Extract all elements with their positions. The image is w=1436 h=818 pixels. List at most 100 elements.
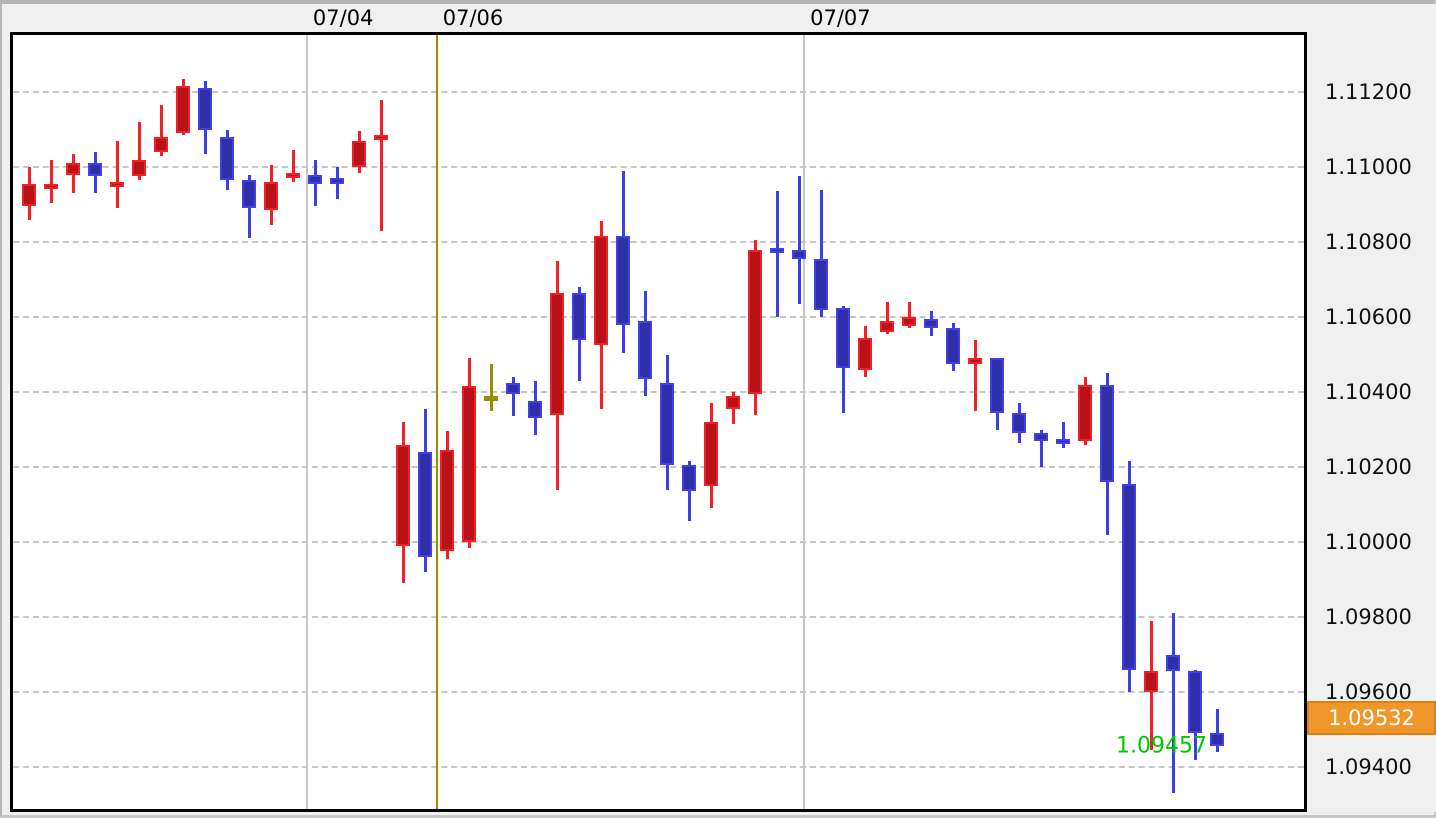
candle-body — [462, 386, 476, 542]
candle-body — [88, 163, 102, 177]
candle-body — [572, 292, 586, 340]
candle-wick — [688, 461, 691, 522]
candle-wick — [974, 339, 977, 411]
candle-body — [242, 180, 256, 209]
candle-body — [770, 247, 784, 254]
candle-body — [1034, 433, 1048, 441]
candle-body — [374, 135, 388, 141]
candle-wick — [1172, 613, 1175, 794]
candle-body — [22, 183, 36, 207]
candle-body — [132, 159, 146, 177]
candle-body — [440, 450, 454, 552]
candle-body — [836, 307, 850, 368]
candle-body — [814, 258, 828, 310]
price-axis: 1.11200 1.11000 1.10800 1.10600 1.10400 1.102… — [1307, 32, 1436, 812]
candle-body — [1166, 654, 1180, 672]
candle-body — [880, 320, 894, 332]
candle-body — [1100, 384, 1114, 482]
price-tick-label: 1.10600 — [1325, 305, 1412, 329]
gridline-horizontal — [13, 766, 1304, 768]
candle-body — [66, 163, 80, 175]
candle-body — [330, 178, 344, 184]
candle-body — [638, 320, 652, 379]
candle-body — [990, 358, 1004, 413]
candle-wick — [886, 302, 889, 334]
gridline-horizontal — [13, 616, 1304, 618]
candle-body — [352, 140, 366, 167]
session-divider-07-07 — [803, 35, 806, 809]
candle-body — [528, 401, 542, 419]
candle-body — [550, 292, 564, 415]
candle-wick — [908, 302, 911, 329]
candle-body — [1012, 412, 1026, 434]
candle-body — [968, 358, 982, 364]
candle-body — [308, 174, 322, 184]
candle-body — [44, 183, 58, 189]
candle-body — [594, 236, 608, 346]
price-tick-label: 1.11000 — [1325, 155, 1412, 179]
gridline-horizontal — [13, 91, 1304, 93]
candle-body — [858, 337, 872, 370]
candle-body — [726, 395, 740, 409]
session-divider-07-06 — [436, 35, 438, 809]
date-axis: 07/04 07/06 07/07 — [2, 4, 1436, 32]
last-close-label: 1.09457 — [1116, 733, 1207, 759]
current-price-badge: 1.09532 — [1307, 700, 1436, 735]
candle-body — [1144, 671, 1158, 692]
candle-wick — [490, 363, 493, 411]
session-divider-07-04 — [306, 35, 309, 809]
price-tick-label: 1.10200 — [1325, 455, 1412, 479]
candle-body — [946, 328, 960, 364]
candle-wick — [138, 122, 141, 181]
price-tick-label: 1.11200 — [1325, 80, 1412, 104]
price-tick-label: 1.10400 — [1325, 380, 1412, 404]
candle-wick — [1040, 429, 1043, 467]
candle-wick — [798, 176, 801, 304]
candle-wick — [292, 150, 295, 182]
price-tick-label: 1.10800 — [1325, 230, 1412, 254]
candle-body — [264, 182, 278, 211]
date-label-07-04: 07/04 — [312, 6, 374, 30]
candle-body — [1056, 438, 1070, 444]
candle-wick — [776, 191, 779, 317]
candle-body — [506, 382, 520, 394]
candle-body — [1078, 384, 1092, 441]
candle-body — [1210, 733, 1224, 746]
candle-body — [616, 236, 630, 325]
gridline-horizontal — [13, 391, 1304, 393]
candle-body — [396, 444, 410, 546]
candle-wick — [1216, 708, 1219, 752]
candle-body — [220, 137, 234, 181]
candle-wick — [380, 99, 383, 231]
date-label-07-07: 07/07 — [810, 6, 871, 30]
candle-wick — [820, 189, 823, 317]
candle-body — [748, 249, 762, 394]
gridline-horizontal — [13, 541, 1304, 543]
gridline-horizontal — [13, 466, 1304, 468]
candle-body — [418, 452, 432, 557]
candle-body — [924, 318, 938, 329]
gridline-horizontal — [13, 241, 1304, 243]
candle-body — [682, 465, 696, 492]
date-label-07-06: 07/06 — [442, 6, 504, 30]
candle-wick — [50, 159, 53, 203]
candle-body — [154, 137, 168, 152]
candle-body — [704, 422, 718, 486]
candle-body — [1122, 483, 1136, 670]
candle-body — [198, 88, 212, 130]
plot-frame[interactable]: 1.09457 — [10, 32, 1307, 812]
candle-body — [110, 182, 124, 187]
price-tick-label: 1.10000 — [1325, 530, 1412, 554]
candle-body — [660, 382, 674, 466]
candlestick-plot[interactable]: 1.09457 — [13, 35, 1304, 809]
candle-body — [792, 249, 806, 259]
candle-body — [902, 317, 916, 327]
candle-body — [1188, 671, 1202, 734]
candle-body — [176, 86, 190, 134]
candle-body — [484, 395, 498, 401]
candle-wick — [160, 105, 163, 156]
candle-wick — [116, 140, 119, 209]
price-tick-label: 1.09400 — [1325, 755, 1412, 779]
price-tick-label: 1.09800 — [1325, 605, 1412, 629]
gridline-horizontal — [13, 316, 1304, 318]
